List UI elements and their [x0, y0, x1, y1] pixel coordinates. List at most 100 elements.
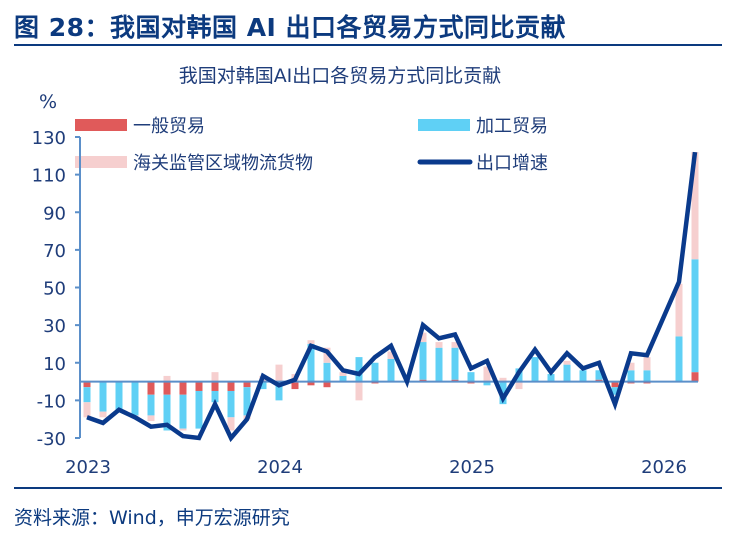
bar-processing-trade: [179, 394, 187, 429]
chart-title: 我国对韩国AI出口各贸易方式同比贡献: [179, 65, 502, 87]
source-note: 资料来源：Wind，申万宏源研究: [14, 507, 290, 529]
bar-processing-trade: [579, 370, 587, 382]
source-divider: [14, 487, 722, 489]
bar-processing-trade: [163, 394, 171, 431]
bar-processing-trade: [435, 347, 443, 382]
bar-processing-trade: [307, 343, 315, 382]
x-tick-label: 2023: [65, 457, 111, 478]
bar-processing-trade: [627, 370, 635, 382]
legend-label: 海关监管区域物流货物: [133, 153, 313, 174]
bar-bonded-logistics: [147, 415, 155, 422]
bar-bonded-logistics: [483, 366, 491, 382]
bar-processing-trade: [275, 381, 283, 401]
bar-bonded-logistics: [275, 364, 283, 382]
bar-general-trade: [227, 381, 235, 391]
legend-label: 出口增速: [476, 153, 548, 174]
bar-processing-trade: [115, 381, 123, 410]
bar-processing-trade: [195, 390, 203, 429]
bar-bonded-logistics: [211, 372, 219, 382]
bar-bonded-logistics: [499, 377, 507, 382]
bar-processing-trade: [227, 390, 235, 418]
y-tick-label: 50: [43, 279, 66, 300]
x-tick-label: 2025: [449, 457, 495, 478]
bar-processing-trade: [611, 387, 619, 395]
bar-processing-trade: [387, 358, 395, 382]
bar-general-trade: [291, 381, 299, 390]
bar-bonded-logistics: [563, 360, 571, 365]
bar-general-trade: [163, 381, 171, 395]
bar-processing-trade: [675, 336, 683, 382]
y-tick-label: -30: [37, 429, 66, 450]
bar-bonded-logistics: [307, 340, 315, 344]
bar-general-trade: [147, 381, 155, 395]
bar-bonded-logistics: [515, 381, 523, 390]
export-growth-line: [86, 151, 698, 443]
legend-label: 一般贸易: [133, 116, 205, 137]
bar-bonded-logistics: [83, 402, 91, 418]
bar-processing-trade: [355, 357, 363, 382]
bar-general-trade: [691, 372, 699, 382]
x-tick-label: 2026: [641, 457, 687, 478]
bar-processing-trade: [563, 364, 571, 382]
y-tick-label: 30: [43, 316, 66, 337]
legend-label: 加工贸易: [476, 116, 548, 137]
x-axis: 2023 2024 2025 2026: [65, 457, 687, 478]
bar-bonded-logistics: [675, 283, 683, 337]
bar-processing-trade: [467, 372, 475, 382]
y-axis: -30 -10 10 30 50 70 90 110 130: [32, 128, 81, 450]
bar-processing-trade: [83, 387, 91, 403]
bar-processing-trade: [371, 362, 379, 382]
bar-processing-trade: [419, 342, 427, 380]
bar-bonded-logistics: [179, 428, 187, 431]
bar-general-trade: [611, 381, 619, 388]
bar-bonded-logistics: [163, 375, 171, 382]
y-tick-label: 110: [32, 166, 66, 187]
y-tick-label: 130: [32, 128, 66, 149]
bar-general-trade: [307, 381, 315, 386]
bars: [83, 152, 699, 431]
bar-bonded-logistics: [339, 372, 347, 376]
bar-bonded-logistics: [419, 332, 427, 343]
bar-processing-trade: [483, 381, 491, 386]
bar-processing-trade: [691, 259, 699, 373]
x-tick-label: 2024: [257, 457, 303, 478]
legend-swatch-bonded-logistics: [75, 156, 127, 168]
bar-processing-trade: [339, 375, 347, 382]
bar-general-trade: [323, 381, 331, 388]
bar-processing-trade: [211, 390, 219, 403]
legend: 一般贸易 加工贸易 海关监管区域物流货物 出口增速: [75, 116, 548, 174]
bar-bonded-logistics: [227, 417, 235, 431]
bar-processing-trade: [595, 370, 603, 380]
legend-swatch-general-trade: [75, 119, 127, 131]
y-tick-label: 90: [43, 203, 66, 224]
bar-processing-trade: [147, 394, 155, 416]
y-tick-label: 70: [43, 241, 66, 262]
bar-bonded-logistics: [323, 347, 331, 363]
title-divider: [14, 44, 722, 46]
bar-processing-trade: [547, 374, 555, 382]
bar-bonded-logistics: [451, 342, 459, 348]
bar-processing-trade: [643, 370, 651, 382]
export-growth-series: [86, 151, 698, 443]
bar-bonded-logistics: [435, 342, 443, 348]
bar-general-trade: [195, 381, 203, 391]
bar-processing-trade: [99, 381, 107, 412]
bar-general-trade: [83, 381, 91, 388]
y-tick-label: 10: [43, 354, 66, 375]
bar-bonded-logistics: [355, 381, 363, 401]
y-tick-label: -10: [37, 391, 66, 412]
bar-processing-trade: [259, 381, 267, 390]
bar-general-trade: [179, 381, 187, 395]
bar-bonded-logistics: [387, 351, 395, 359]
bar-bonded-logistics: [691, 152, 699, 260]
bar-bonded-logistics: [643, 357, 651, 371]
bar-general-trade: [243, 381, 251, 388]
bar-general-trade: [211, 381, 219, 391]
figure-title: 图 28：我国对韩国 AI 出口各贸易方式同比贡献: [14, 13, 567, 42]
y-axis-unit: %: [39, 91, 57, 113]
bar-processing-trade: [531, 357, 539, 382]
bar-processing-trade: [131, 381, 139, 416]
bar-processing-trade: [451, 347, 459, 380]
bar-bonded-logistics: [627, 362, 635, 371]
